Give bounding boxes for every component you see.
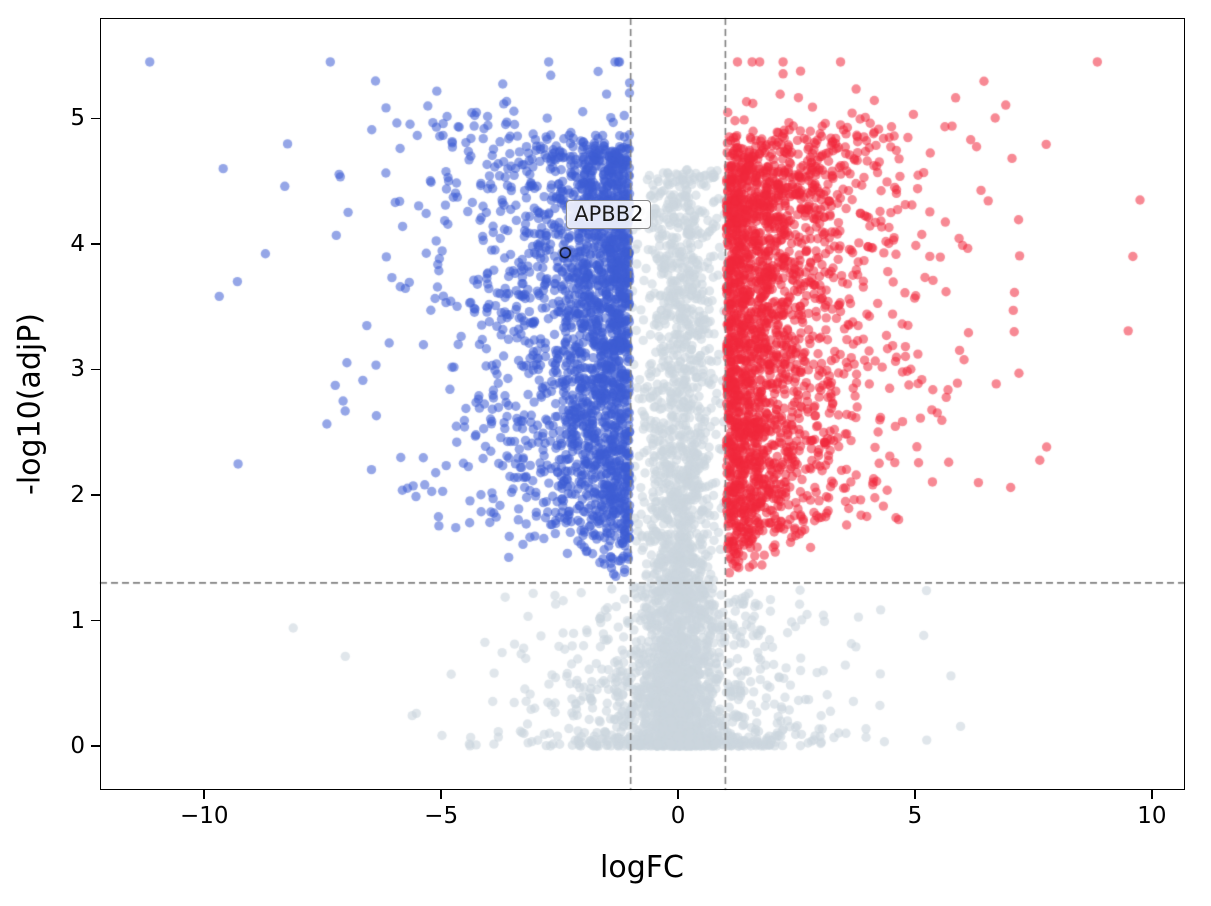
x-tick-mark: [677, 790, 679, 799]
y-tick-label: 0: [70, 733, 85, 760]
y-tick-mark: [91, 117, 100, 120]
y-tick-mark: [91, 494, 100, 496]
x-tick-mark: [440, 790, 442, 799]
x-tick-label: −5: [424, 803, 459, 829]
y-axis-label: -log10(adjP): [12, 313, 48, 495]
x-tick-mark: [1151, 790, 1153, 799]
x-tick-label: −10: [179, 803, 229, 829]
y-tick-mark: [91, 243, 100, 245]
y-tick-label: 5: [70, 105, 85, 132]
x-tick-mark: [914, 790, 916, 799]
x-tick-label: 10: [1137, 803, 1167, 829]
x-axis-label: logFC: [600, 850, 684, 885]
x-tick-label: 0: [670, 803, 686, 829]
y-tick-label: 1: [70, 607, 85, 634]
x-tick-mark: [203, 790, 206, 799]
x-tick-label: 5: [907, 803, 923, 829]
y-tick-label: 4: [70, 230, 85, 257]
y-tick-mark: [91, 619, 100, 622]
gene-annotation-label: APBB2: [566, 199, 652, 229]
y-tick-label: 3: [70, 356, 85, 383]
y-tick-mark: [91, 745, 100, 747]
y-tick-label: 2: [70, 482, 85, 508]
y-tick-mark: [91, 368, 100, 371]
